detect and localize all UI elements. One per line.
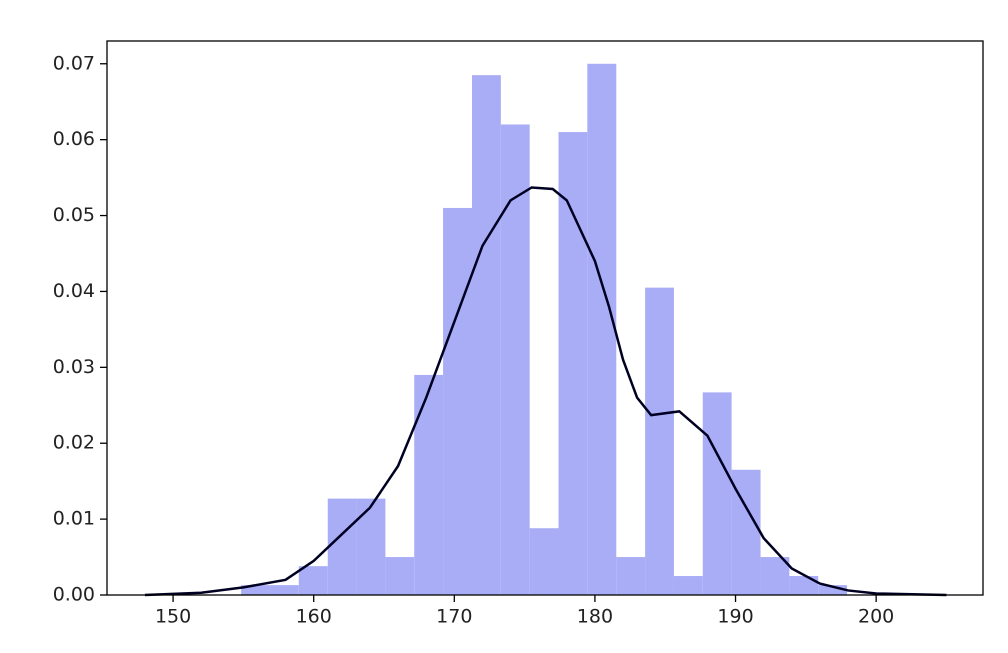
bar (298, 566, 328, 595)
y-tick-label: 0.06 (53, 128, 95, 150)
y-tick-label: 0.05 (53, 204, 95, 226)
bar (443, 207, 473, 595)
plot-frame (106, 40, 984, 596)
bar (558, 132, 588, 596)
bar (702, 392, 732, 595)
y-tick-label: 0.07 (53, 52, 95, 74)
bar (587, 63, 617, 595)
bar (645, 287, 674, 595)
bar (789, 576, 819, 595)
bar (414, 374, 444, 595)
x-tick-label: 190 (717, 606, 753, 628)
kde-line (144, 186, 947, 597)
bar (529, 528, 559, 595)
bar (760, 557, 790, 595)
x-tick-label: 200 (858, 606, 894, 628)
bar (356, 498, 386, 595)
bar (241, 585, 270, 595)
bar (472, 75, 501, 595)
y-tick-label: 0.04 (53, 280, 95, 302)
x-tick-label: 180 (577, 606, 613, 628)
y-tick-label: 0.01 (53, 508, 95, 530)
y-tick-label: 0.00 (53, 584, 95, 606)
bar (500, 124, 530, 595)
bar (385, 557, 415, 595)
bar (269, 585, 299, 595)
bar (327, 498, 357, 595)
y-tick-label: 0.03 (53, 356, 95, 378)
bar (673, 576, 703, 595)
x-tick-label: 170 (436, 606, 472, 628)
bar (616, 557, 646, 595)
x-tick-label: 150 (155, 606, 191, 628)
y-tick-label: 0.02 (53, 432, 95, 454)
bar (818, 585, 848, 595)
x-tick-label: 160 (296, 606, 332, 628)
